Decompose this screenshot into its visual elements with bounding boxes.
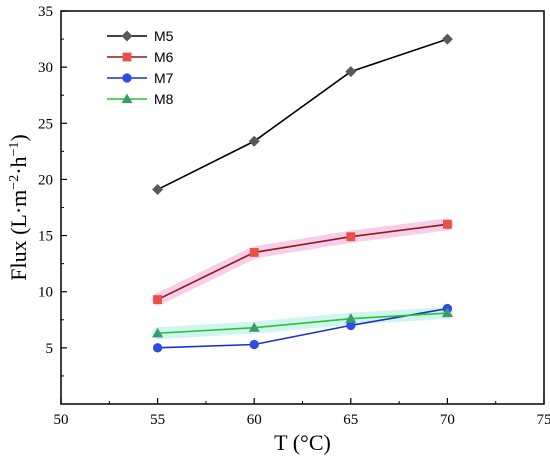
m7-line xyxy=(157,307,448,349)
x-tick-label: 60 xyxy=(247,412,262,428)
plot-frame xyxy=(60,10,545,405)
y-tick-label: 15 xyxy=(38,229,53,245)
m6-highlight xyxy=(151,218,454,306)
y-tick-label: 10 xyxy=(38,285,53,301)
m8-point xyxy=(441,307,453,318)
m5-point xyxy=(441,33,453,45)
legend: M5 M6 M7 M8 xyxy=(107,28,174,107)
m8-legend-label: M8 xyxy=(154,91,174,107)
y-tick-label: 5 xyxy=(46,341,54,357)
m6-point xyxy=(443,219,452,229)
m6-line xyxy=(157,223,448,301)
x-tick-label: 55 xyxy=(150,412,165,428)
m7-legend-marker xyxy=(122,73,132,83)
m5-point xyxy=(152,184,164,196)
y-axis-title-exp1: −2 xyxy=(7,175,22,190)
m8-point xyxy=(152,327,164,338)
y-tick-label: 30 xyxy=(38,60,53,76)
y-axis-title-end: ) xyxy=(6,134,31,141)
x-tick-label: 50 xyxy=(54,412,69,428)
y-tick-label: 25 xyxy=(38,116,53,132)
m8-point xyxy=(248,322,260,332)
x-tick-label: 70 xyxy=(440,412,455,428)
m7-legend-label: M7 xyxy=(154,70,174,86)
y-tick-label: 20 xyxy=(38,172,53,188)
m7-point xyxy=(152,343,163,353)
m5-legend-marker xyxy=(121,30,133,42)
m5-point xyxy=(248,135,260,147)
y-axis-title-exp2: −1 xyxy=(7,142,22,157)
axis-ticks: 50 55 60 65 70 75 5 10 15 20 25 30 35 xyxy=(38,4,550,428)
x-axis-title: T (°C) xyxy=(274,430,331,455)
x-tick-label: 65 xyxy=(343,412,358,428)
m6-point xyxy=(153,295,162,304)
m6-legend-marker xyxy=(122,52,132,62)
m5-line xyxy=(157,38,448,191)
y-tick-label: 35 xyxy=(38,4,53,20)
m7-point xyxy=(346,320,356,331)
m8-line xyxy=(157,312,448,335)
y-axis-title-main: Flux (L·m xyxy=(6,190,31,281)
m5-point xyxy=(345,66,357,78)
y-axis-title-mid: ·h xyxy=(6,156,31,174)
series-lines xyxy=(157,38,448,349)
m5-legend-label: M5 xyxy=(154,28,174,44)
m6-legend-label: M6 xyxy=(154,49,174,65)
m8-legend-marker xyxy=(121,93,133,104)
m7-point xyxy=(249,339,259,350)
m6-point xyxy=(249,248,259,257)
m8-point xyxy=(345,313,357,323)
m6-point xyxy=(346,232,356,242)
series-markers xyxy=(152,33,453,353)
x-tick-label: 75 xyxy=(537,412,550,428)
y-axis-title: Flux (L·m−2·h−1) xyxy=(6,134,31,281)
